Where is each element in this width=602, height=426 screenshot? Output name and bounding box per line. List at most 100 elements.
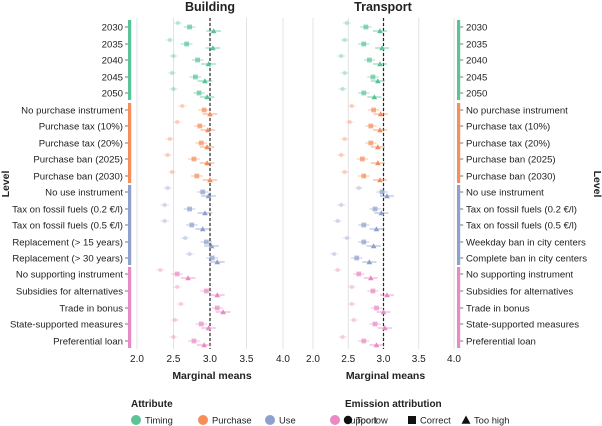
attribute-bar	[457, 103, 461, 183]
level-label: State-supported measures	[466, 320, 579, 331]
x-tick-label: 3.0	[377, 354, 391, 365]
point-too-high	[204, 160, 210, 166]
point-too-high	[377, 127, 383, 133]
point-too-high	[384, 193, 390, 199]
point-too-low	[349, 103, 354, 109]
point-correct	[193, 74, 198, 80]
point-too-high	[204, 94, 210, 100]
level-label: Purchase tax (20%)	[39, 139, 123, 150]
point-too-low	[178, 301, 183, 307]
x-tick-label: 2.5	[341, 354, 355, 365]
legend-item-emission: Correct	[420, 415, 451, 426]
point-too-high	[377, 111, 384, 117]
point-too-high	[375, 160, 381, 166]
panel-building: Building 2.0 2.5 3.0 3.5 4.0 Marginal means 203…	[0, 0, 290, 382]
point-too-high	[202, 78, 208, 84]
legend-item-emission: Too low	[356, 415, 388, 426]
point-too-high	[205, 325, 212, 331]
point-too-low	[182, 235, 188, 241]
level-label: 2050	[466, 89, 487, 100]
point-too-high	[368, 275, 374, 281]
level-label: No use instrument	[45, 188, 123, 199]
point-too-low	[174, 284, 180, 290]
point-too-low	[174, 119, 180, 125]
point-too-low	[342, 136, 347, 142]
point-too-low	[339, 202, 344, 208]
level-label: No supporting instrument	[16, 270, 124, 281]
point-too-high	[378, 210, 385, 216]
y-axis-title: Level	[0, 170, 12, 197]
point-correct	[189, 222, 195, 228]
point-too-high	[371, 94, 378, 100]
point-correct	[371, 107, 377, 113]
point-too-low	[340, 86, 345, 92]
legend-shape-triangle	[461, 415, 471, 424]
panel-title: Building	[185, 0, 235, 14]
level-label: Replacement (> 15 years)	[12, 238, 123, 249]
legend-swatch-purchase	[198, 415, 208, 425]
point-too-high	[382, 325, 388, 331]
point-too-low	[180, 103, 185, 109]
point-too-low	[344, 20, 350, 26]
level-label: 2045	[466, 73, 487, 84]
point-too-low	[165, 152, 170, 158]
point-too-low	[175, 20, 181, 26]
level-label: Purchase tax (10%)	[39, 122, 123, 133]
level-label: Preferential loan	[466, 337, 536, 348]
level-label: Tax on fossil fuels (0.5 €/l)	[466, 221, 577, 232]
legend-shape-circle	[343, 415, 353, 425]
point-too-high	[205, 127, 211, 133]
point-too-low	[169, 169, 175, 175]
point-correct	[203, 239, 209, 245]
level-label: Purchase ban (2030)	[466, 172, 556, 183]
level-label: Purchase ban (2025)	[466, 155, 556, 166]
point-too-high	[202, 210, 208, 216]
level-label: 2045	[102, 73, 123, 84]
y-axis-title: Level	[591, 171, 602, 198]
point-too-high	[377, 61, 383, 67]
point-correct	[198, 140, 204, 146]
point-too-low	[344, 235, 350, 241]
level-label: Replacement (> 30 years)	[12, 254, 123, 265]
point-correct	[201, 107, 207, 113]
point-correct	[374, 305, 379, 311]
point-too-high	[373, 342, 380, 348]
point-too-high	[205, 193, 212, 199]
point-correct	[187, 206, 192, 212]
level-label: Trade in bonus	[59, 304, 123, 315]
legend-title-attribute: Attribute	[131, 399, 173, 410]
legend-item-support: Support	[344, 415, 377, 426]
point-correct	[356, 271, 362, 277]
level-label: 2035	[102, 40, 123, 51]
point-too-high	[384, 292, 390, 298]
point-too-high	[207, 111, 213, 117]
x-tick-label: 3.5	[240, 354, 254, 365]
point-too-high	[375, 144, 381, 150]
point-too-high	[370, 243, 377, 249]
point-too-low	[339, 152, 344, 158]
point-too-high	[208, 243, 215, 249]
legend-shape-square	[408, 416, 416, 424]
legend-swatch-timing	[131, 415, 141, 425]
legend-item-timing: Timing	[145, 415, 173, 426]
point-too-low	[349, 284, 354, 290]
x-tick-label: 4.0	[447, 354, 461, 365]
level-label: Tax on fossil fuels (0.2 €/l)	[466, 205, 577, 216]
point-correct	[198, 321, 204, 327]
point-too-high	[199, 226, 206, 232]
point-too-low	[335, 267, 340, 273]
attribute-bar	[128, 103, 132, 183]
legend-item-use: Use	[279, 415, 296, 426]
level-label: Purchase tax (20%)	[466, 139, 550, 150]
level-label: No purchase instrument	[21, 106, 123, 117]
level-label: 2040	[102, 56, 123, 67]
point-too-low	[356, 185, 362, 191]
attribute-bar	[128, 267, 132, 348]
point-too-low	[342, 70, 347, 76]
point-too-low	[339, 53, 344, 59]
level-label: Purchase ban (2025)	[33, 155, 123, 166]
legend: Attribute Timing Purchase Use Support Emissio…	[131, 399, 509, 426]
level-label: No use instrument	[466, 188, 544, 199]
point-too-high	[377, 177, 383, 183]
point-correct	[203, 288, 209, 294]
